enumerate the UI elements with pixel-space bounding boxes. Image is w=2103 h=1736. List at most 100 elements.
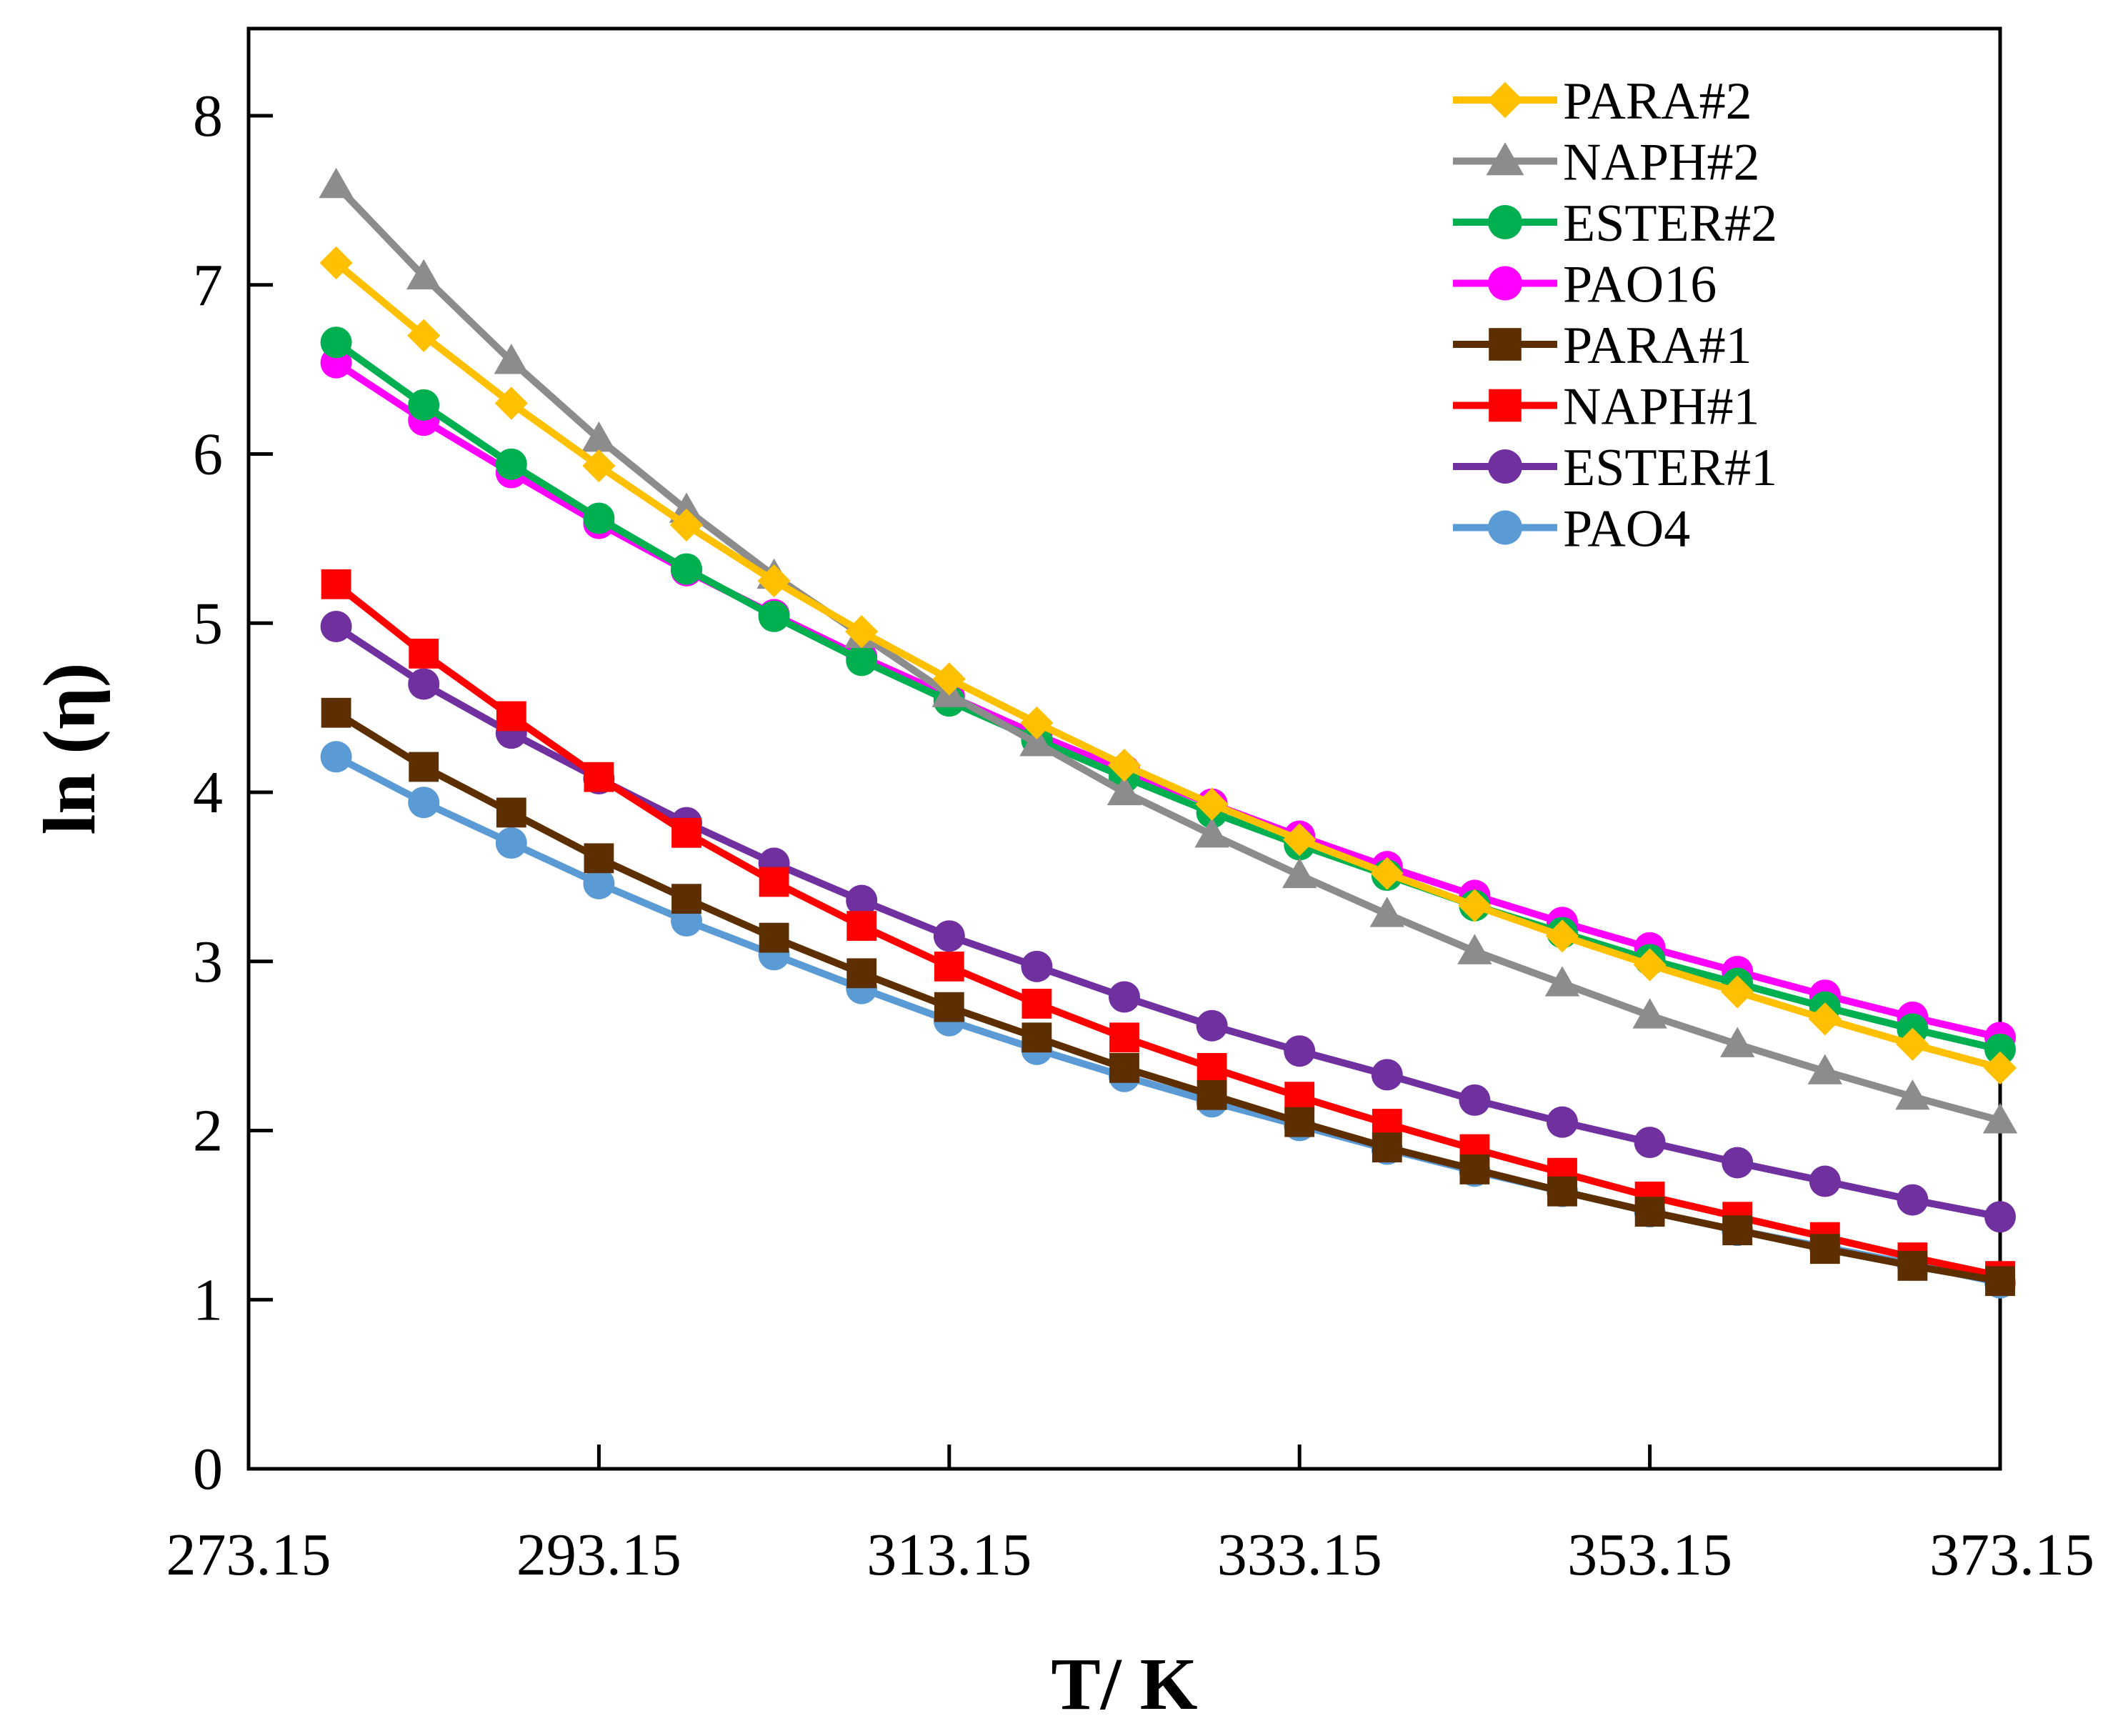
- data-point-para1: [1459, 1154, 1490, 1184]
- data-point-para1: [1897, 1251, 1928, 1281]
- series-para1: [321, 697, 2015, 1297]
- legend-label: PAO16: [1563, 256, 1717, 314]
- legend-marker: [1489, 328, 1522, 361]
- data-point-naph2: [1982, 1103, 2018, 1134]
- x-tick-label: 293.15: [516, 1522, 681, 1588]
- data-point-naph2: [319, 167, 354, 199]
- data-point-ester1: [933, 920, 965, 952]
- x-tick-label: 273.15: [166, 1522, 331, 1588]
- data-point-para1: [846, 958, 877, 989]
- data-point-pao4: [583, 867, 615, 899]
- data-point-ester1: [1371, 1059, 1403, 1091]
- data-point-para1: [1809, 1234, 1840, 1264]
- x-tick-label: 333.15: [1217, 1522, 1382, 1588]
- data-point-naph1: [409, 638, 439, 669]
- legend-item-naph2: NAPH#2: [1453, 134, 1759, 192]
- series-ester2: [320, 326, 2016, 1065]
- data-point-ester2: [671, 553, 702, 585]
- data-point-ester1: [1897, 1184, 1929, 1216]
- data-point-para2: [494, 386, 528, 420]
- data-point-ester1: [1984, 1201, 2016, 1233]
- legend: PARA#2NAPH#2ESTER#2PAO16PARA#1NAPH#1ESTE…: [1453, 72, 1777, 559]
- data-point-naph2: [1544, 966, 1580, 997]
- y-axis-title: ln (η): [29, 662, 111, 834]
- data-point-naph1: [1109, 1022, 1139, 1053]
- data-point-naph2: [1807, 1054, 1842, 1084]
- legend-label: NAPH#2: [1563, 134, 1759, 192]
- legend-marker: [1487, 81, 1524, 119]
- legend-marker: [1488, 205, 1522, 239]
- x-axis-ticks: 273.15 293.15 313.15 333.15 353.15 373.15: [166, 1445, 2094, 1588]
- data-point-naph2: [1632, 998, 1667, 1029]
- y-tick-label: 1: [193, 1267, 223, 1333]
- data-point-para1: [1722, 1215, 1753, 1246]
- data-point-para2: [1983, 1051, 2017, 1085]
- data-point-naph1: [584, 762, 614, 792]
- data-point-para1: [409, 752, 439, 782]
- legend-item-ester1: ESTER#1: [1453, 439, 1777, 497]
- legend-label: ESTER#1: [1563, 439, 1777, 497]
- data-point-para2: [1020, 706, 1054, 740]
- series-line-para2: [334, 260, 2002, 1072]
- data-point-para2: [1283, 823, 1317, 857]
- data-point-pao4: [320, 741, 352, 773]
- data-point-ester1: [1547, 1106, 1578, 1138]
- data-point-pao4: [408, 787, 440, 819]
- data-point-para2: [1721, 975, 1754, 1009]
- data-point-para2: [319, 246, 353, 280]
- data-point-para2: [407, 319, 441, 352]
- data-point-para2: [1808, 1002, 1842, 1036]
- y-axis-ticks: 0 1 2 3 4 5 6 7 8: [193, 83, 273, 1502]
- data-point-naph2: [1369, 897, 1404, 927]
- data-point-naph2: [1019, 726, 1054, 757]
- data-point-para2: [757, 564, 791, 598]
- data-point-para1: [584, 843, 614, 874]
- data-point-ester2: [408, 389, 440, 421]
- plot-frame: [246, 26, 2002, 1471]
- data-point-naph2: [1194, 817, 1229, 848]
- data-point-para1: [759, 922, 789, 953]
- data-point-naph1: [846, 911, 877, 941]
- legend-label: PAO4: [1563, 500, 1690, 559]
- legend-item-para1: PARA#1: [1453, 316, 1752, 375]
- data-point-ester2: [495, 448, 527, 480]
- data-point-naph1: [1197, 1053, 1227, 1083]
- series-line-ester1: [334, 623, 2001, 1221]
- data-point-para2: [1458, 889, 1492, 922]
- data-point-naph1: [671, 817, 701, 848]
- series-layer: [319, 167, 2018, 1299]
- data-point-para1: [1634, 1197, 1665, 1227]
- data-point-ester1: [1109, 981, 1140, 1013]
- legend-marker: [1488, 510, 1522, 545]
- x-tick-label: 373.15: [1929, 1522, 2094, 1588]
- data-point-naph2: [581, 421, 616, 452]
- data-point-ester2: [583, 502, 615, 534]
- data-point-para1: [671, 884, 701, 914]
- data-point-para2: [669, 508, 704, 542]
- legend-marker: [1488, 449, 1522, 484]
- data-point-naph1: [321, 569, 351, 599]
- data-point-ester2: [846, 644, 878, 677]
- data-point-pao4: [495, 827, 527, 859]
- data-point-naph2: [406, 259, 441, 290]
- data-point-para2: [582, 449, 616, 483]
- data-point-para1: [1021, 1022, 1052, 1053]
- legend-item-naph1: NAPH#1: [1453, 378, 1759, 437]
- legend-label: PARA#2: [1563, 72, 1752, 131]
- data-point-para1: [321, 697, 351, 728]
- x-tick-label: 353.15: [1567, 1522, 1732, 1588]
- data-point-para1: [1372, 1132, 1402, 1163]
- data-point-para2: [1195, 787, 1229, 821]
- y-tick-label: 5: [193, 590, 223, 657]
- y-tick-label: 4: [193, 759, 223, 826]
- data-point-ester1: [1809, 1165, 1841, 1197]
- y-tick-label: 3: [193, 929, 223, 995]
- data-point-ester1: [1634, 1127, 1666, 1159]
- data-point-ester1: [1196, 1009, 1228, 1042]
- legend-item-para2: PARA#2: [1453, 72, 1752, 131]
- data-point-para2: [1545, 919, 1579, 953]
- legend-label: ESTER#2: [1563, 194, 1777, 253]
- legend-item-pao16: PAO16: [1453, 256, 1717, 314]
- legend-marker: [1486, 142, 1524, 176]
- data-point-para2: [1107, 749, 1142, 782]
